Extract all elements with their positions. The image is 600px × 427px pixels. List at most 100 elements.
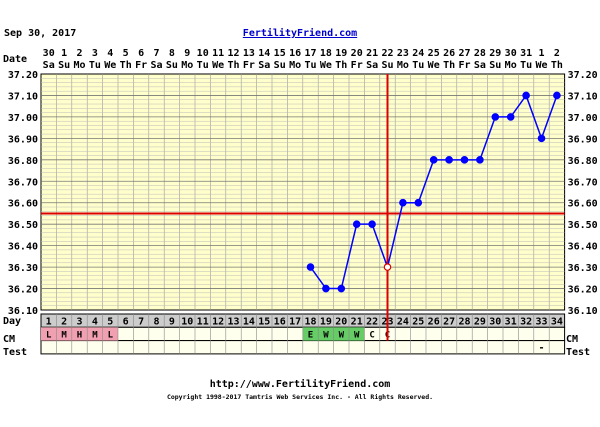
y-tick-label-left: 36.70 (8, 177, 38, 188)
cycle-day-number: 34 (551, 317, 563, 328)
weekday-label: Su (58, 60, 70, 71)
cm-code: W (354, 330, 360, 340)
cycle-day-number: 25 (412, 317, 424, 328)
temperature-axes: 36.10 36.10 36.20 36.20 36.30 36.30 36.40 36.40… (8, 70, 598, 317)
cycle-day-number: 29 (474, 317, 486, 328)
cm-cell-fill (333, 327, 349, 341)
weekday-label: Fr (351, 60, 363, 71)
date-number: 22 (381, 48, 393, 59)
y-tick-label-left: 36.80 (8, 156, 38, 167)
cycle-day-number: 6 (123, 317, 129, 328)
weekday-label: Th (443, 60, 455, 71)
label-day: Day (3, 316, 21, 327)
cycle-day-number: 14 (243, 317, 255, 328)
weekday-label: We (428, 60, 440, 71)
weekday-label: Fr (243, 60, 255, 71)
cm-code: L (108, 330, 114, 340)
y-tick-label-left: 36.20 (8, 285, 38, 296)
weekday-label: Fr (458, 60, 470, 71)
fertilityfriend-link[interactable]: FertilityFriend.com (243, 27, 357, 39)
weekday-label: Sa (43, 60, 55, 71)
y-tick-label-left: 36.90 (8, 134, 38, 145)
cycle-day-number: 26 (428, 317, 440, 328)
weekday-label: Fr (135, 60, 147, 71)
temperature-point (506, 113, 515, 121)
cycle-day-number: 28 (458, 317, 470, 328)
weekday-label: Su (381, 60, 393, 71)
cycle-day-number: 32 (520, 317, 532, 328)
cm-cell-fill (102, 327, 118, 341)
date-number: 10 (197, 48, 209, 59)
weekday-label: We (320, 60, 332, 71)
label-test-right: Test (566, 347, 590, 358)
date-number: 30 (43, 48, 55, 59)
cm-code: H (77, 330, 82, 340)
weekday-label: Mo (181, 60, 193, 71)
temperature-point (306, 263, 315, 271)
y-tick-label-right: 36.70 (568, 177, 598, 188)
cm-cell-fill (41, 327, 57, 341)
weekday-label: Su (274, 60, 286, 71)
temperature-series (306, 91, 561, 293)
label-cm: CM (3, 334, 15, 345)
weekday-label: Sa (150, 60, 162, 71)
footer-url[interactable]: http://www.FertilityFriend.com (210, 378, 391, 390)
cm-cell-fill (87, 327, 103, 341)
y-tick-label-left: 36.60 (8, 199, 38, 210)
date-number: 16 (289, 48, 301, 59)
date-number: 13 (243, 48, 255, 59)
cycle-day-number: 21 (351, 317, 363, 328)
weekday-label: Tu (412, 60, 424, 71)
label-test: Test (3, 347, 27, 358)
weekday-label: We (104, 60, 116, 71)
date-number: 24 (412, 48, 424, 59)
date-number: 2 (554, 48, 560, 59)
y-tick-label-left: 37.00 (8, 113, 38, 124)
date-number: 4 (107, 48, 113, 59)
temperature-point (476, 156, 484, 164)
weekday-label: Su (489, 60, 501, 71)
cycle-day-number: 4 (92, 317, 98, 328)
date-number: 31 (520, 48, 532, 59)
date-number: 1 (61, 48, 67, 59)
weekday-label: We (212, 60, 224, 71)
weekday-label: Tu (197, 60, 209, 71)
weekday-label: Sa (474, 60, 486, 71)
y-tick-label-left: 36.10 (8, 306, 38, 317)
date-number: 25 (428, 48, 440, 59)
date-number: 11 (212, 48, 224, 59)
cm-cell-fill (302, 327, 319, 341)
weekday-label: Sa (366, 60, 378, 71)
y-tick-label-right: 36.40 (568, 242, 598, 253)
y-tick-label-left: 36.40 (8, 242, 38, 253)
y-tick-label-right: 37.10 (568, 91, 598, 102)
cycle-day-number: 13 (227, 317, 239, 328)
temperature-point (383, 263, 392, 271)
cycle-day-number: 3 (76, 317, 82, 328)
cycle-day-number: 22 (366, 317, 378, 328)
cycle-day-number: 11 (197, 317, 209, 328)
weekday-label: Th (551, 60, 563, 71)
date-number: 2 (76, 48, 82, 59)
cycle-day-number: 20 (335, 317, 347, 328)
weekday-label: Su (166, 60, 178, 71)
date-number: 21 (366, 48, 378, 59)
temperature-point (537, 134, 546, 143)
temperature-point (414, 198, 423, 207)
y-tick-label-left: 37.10 (8, 91, 38, 102)
temperature-point (368, 220, 376, 228)
weekday-label: Mo (73, 60, 85, 71)
weekday-label: Th (120, 60, 132, 71)
cm-code: E (308, 330, 313, 340)
ovulation-markers (41, 74, 565, 341)
cm-cell-fill (56, 327, 72, 341)
weekday-label: Tu (520, 60, 532, 71)
temperature-point (491, 113, 500, 121)
date-number: 14 (258, 48, 270, 59)
cycle-day-number: 19 (320, 317, 332, 328)
cycle-day-number: 10 (181, 317, 193, 328)
label-date: Date (3, 54, 27, 65)
temperature-grid (40, 73, 566, 311)
y-tick-label-right: 37.00 (568, 113, 598, 124)
